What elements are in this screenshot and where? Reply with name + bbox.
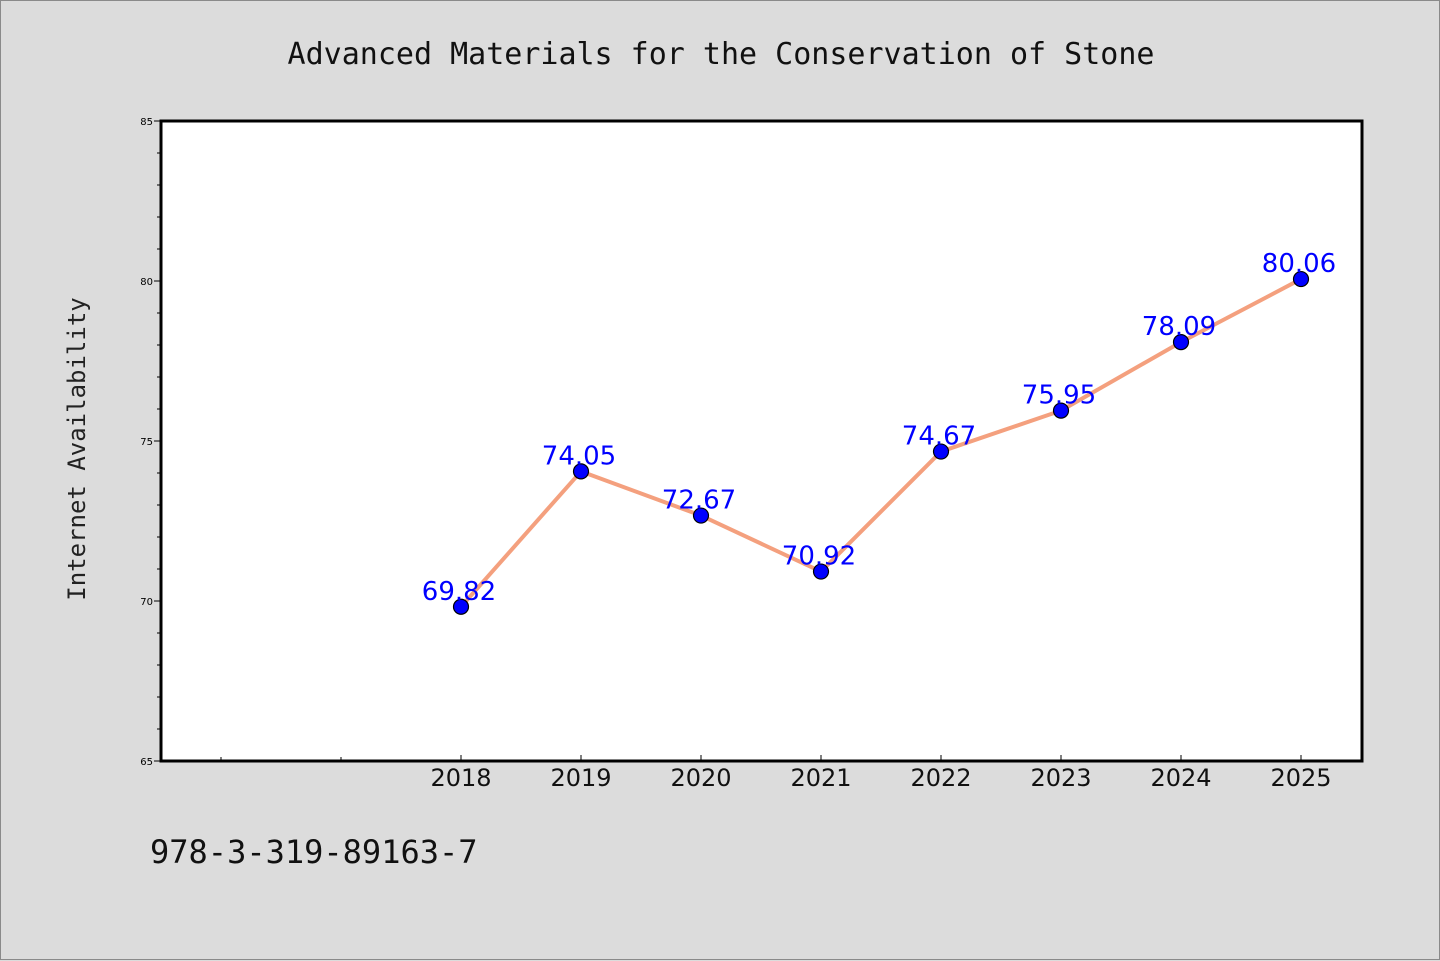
x-tick-label: 2018 <box>430 764 491 792</box>
chart-title: Advanced Materials for the Conservation … <box>288 37 1155 72</box>
data-label: 80.06 <box>1262 249 1336 279</box>
x-tick-label: 2020 <box>670 764 731 792</box>
data-point-marker <box>932 443 950 460</box>
y-tick-label: 80 <box>140 277 153 288</box>
x-tick-label: 2023 <box>1030 764 1091 792</box>
data-point-marker <box>1052 402 1070 419</box>
data-label: 74.67 <box>902 422 976 452</box>
data-point-marker <box>1292 270 1310 288</box>
y-tick-label: 85 <box>140 117 153 128</box>
x-tick-label: 2021 <box>790 764 851 792</box>
data-label: 74.05 <box>542 441 616 471</box>
data-point-marker <box>1172 334 1190 351</box>
plot-area <box>159 119 1364 763</box>
y-tick-label: 65 <box>140 757 153 768</box>
data-point-marker <box>812 563 830 580</box>
markers-group <box>452 270 1310 615</box>
y-axis: 65 70 75 80 85 <box>140 117 161 768</box>
x-tick-label: 2025 <box>1270 764 1331 792</box>
data-point-marker <box>452 598 470 615</box>
data-label: 78.09 <box>1142 312 1216 342</box>
y-tick-label: 75 <box>140 437 153 448</box>
x-tick-label: 2019 <box>550 764 611 792</box>
x-tick-label: 2022 <box>910 764 971 792</box>
x-axis: 2018 2019 2020 2021 2022 2023 2024 2025 <box>220 755 1332 792</box>
data-label: 75.95 <box>1022 381 1096 411</box>
data-label: 70.92 <box>782 542 856 572</box>
data-label: 72.67 <box>662 486 736 516</box>
data-point-marker <box>692 507 710 524</box>
y-tick-label: 70 <box>140 597 153 608</box>
isbn-footer: 978-3-319-89163-7 <box>150 833 478 871</box>
x-tick-label: 2024 <box>1150 764 1211 792</box>
data-point-marker <box>572 463 590 480</box>
y-axis-label: Internet Availability <box>63 297 91 600</box>
series-line-group <box>459 277 1303 609</box>
data-label: 69.82 <box>422 577 496 607</box>
series-line <box>459 277 1303 609</box>
data-labels-group: 69.82 74.05 72.67 70.92 74.67 75.95 78.09 80.06 <box>422 249 1336 607</box>
